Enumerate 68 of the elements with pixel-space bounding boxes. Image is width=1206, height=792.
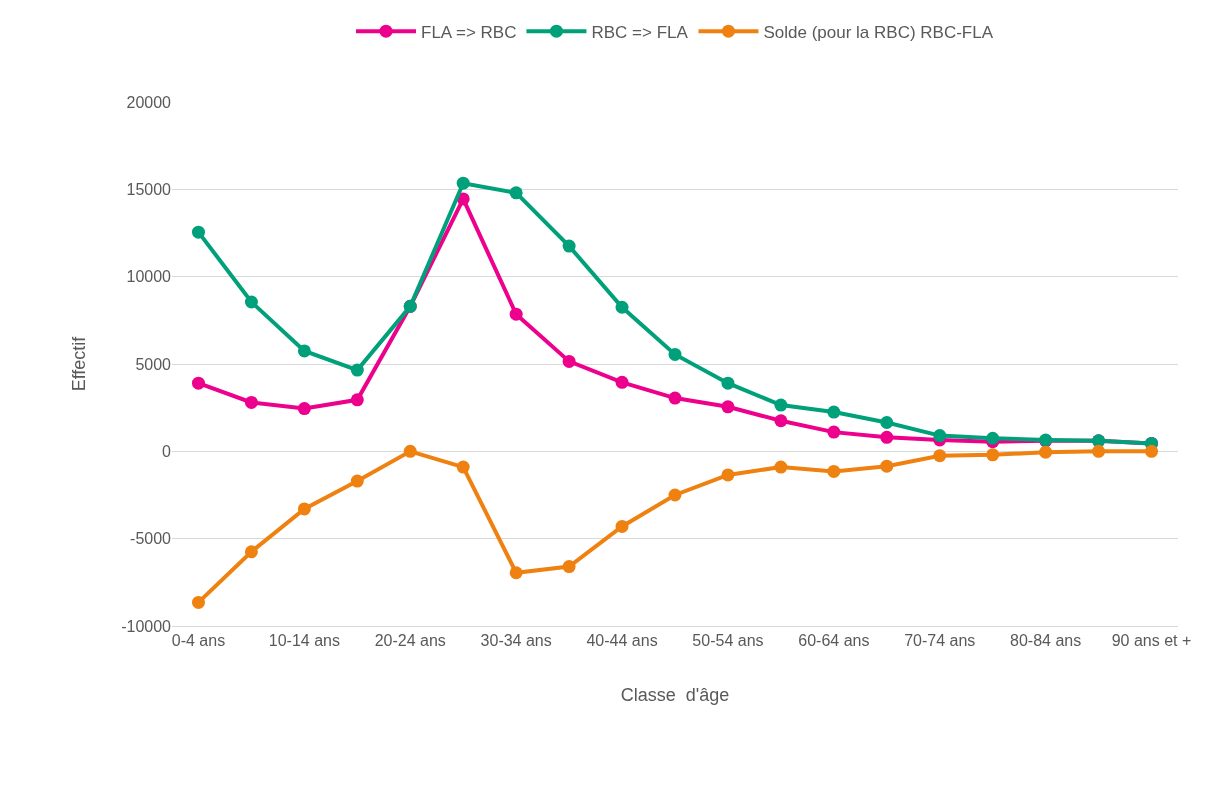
y-tick-label: 5000 [135,355,172,373]
point [562,354,576,368]
y-tick-label: -5000 [130,530,172,548]
point [509,307,523,321]
point [1145,444,1159,458]
x-tick-label: 10-14 ans [268,632,340,650]
point [880,459,894,473]
point [456,460,470,474]
legend-label: Solde (pour la RBC) RBC-FLA [763,22,994,42]
point [880,430,894,444]
point [774,414,788,428]
y-axis-title: Effectif [69,335,90,392]
point [509,186,523,200]
point [350,393,364,407]
point [509,566,523,580]
point [456,176,470,190]
point [350,474,364,488]
point [721,376,735,390]
y-tick-label: 10000 [126,268,172,286]
legend-label: FLA => RBC [421,22,517,42]
point [244,545,258,559]
x-tick-label: 60-64 ans [798,632,870,650]
x-tick-label: 50-54 ans [692,632,764,650]
point [562,239,576,253]
point [721,468,735,482]
point [615,300,629,314]
legend-label: RBC => FLA [591,22,689,42]
y-tick-label: 20000 [126,93,172,111]
x-tick-label: 20-24 ans [374,632,446,650]
x-axis-title: Classe d'âge [620,685,730,706]
point [562,560,576,574]
point [668,488,682,502]
x-tick-label: 70-74 ans [904,632,976,650]
point [1092,444,1106,458]
point [615,375,629,389]
y-tick-label: 0 [162,442,172,460]
point [191,595,205,609]
x-tick-label: 40-44 ans [586,632,658,650]
point [933,449,947,463]
y-tick-label: -10000 [121,617,172,635]
point [827,464,841,478]
point [774,460,788,474]
point [403,444,417,458]
point [297,344,311,358]
point [933,429,947,443]
point [880,416,894,429]
point [191,376,205,390]
point [827,425,841,439]
point [668,391,682,405]
point [986,431,1000,445]
x-tick-label: 0-4 ans [171,632,226,650]
point [774,398,788,412]
point [1039,445,1053,459]
point [297,402,311,416]
point [350,363,364,377]
point [191,225,205,239]
point [986,448,1000,462]
x-tick-label: 80-84 ans [1010,632,1082,650]
point [615,519,629,533]
point [244,395,258,409]
point [297,502,311,516]
point [244,295,258,309]
y-tick-label: 15000 [126,180,172,198]
point [668,347,682,361]
point [827,405,841,419]
point [721,400,735,414]
x-tick-label: 30-34 ans [480,632,552,650]
x-tick-label: 90 ans et + [1111,632,1192,650]
